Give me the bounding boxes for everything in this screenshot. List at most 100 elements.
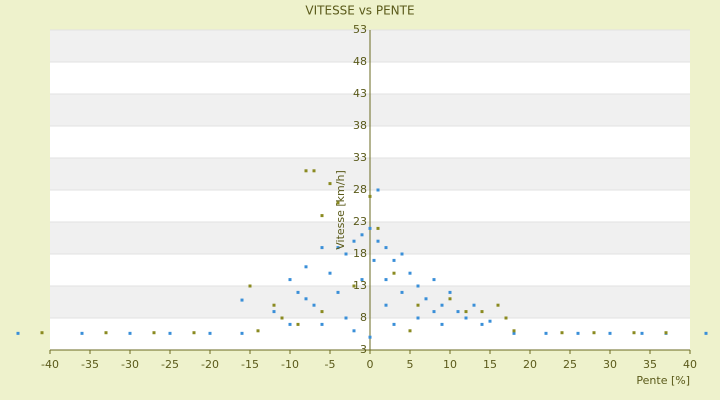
y-tick-label: 48	[353, 55, 367, 68]
scatter-point	[376, 188, 380, 192]
x-tick-label: 20	[523, 358, 537, 371]
scatter-point	[288, 278, 292, 282]
scatter-point	[344, 316, 348, 320]
scatter-point	[576, 331, 580, 335]
x-tick-label: 5	[407, 358, 414, 371]
scatter-point	[320, 246, 324, 250]
x-tick-label: -10	[281, 358, 299, 371]
y-tick-label: 8	[360, 311, 367, 324]
scatter-point	[384, 278, 388, 282]
chart-title: VITESSE vs PENTE	[305, 4, 414, 18]
scatter-point	[432, 278, 436, 282]
scatter-point	[344, 252, 348, 256]
scatter-point	[352, 329, 356, 333]
scatter-point	[632, 331, 636, 335]
scatter-point	[400, 252, 404, 256]
scatter-point	[496, 303, 500, 307]
scatter-point	[504, 316, 508, 320]
scatter-point	[152, 331, 156, 335]
y-tick-label: 3	[360, 343, 367, 356]
x-tick-label: -15	[241, 358, 259, 371]
x-tick-label: -40	[41, 358, 59, 371]
scatter-point	[168, 331, 172, 335]
scatter-point	[360, 278, 364, 282]
scatter-point	[280, 316, 284, 320]
scatter-point	[352, 239, 356, 243]
scatter-point	[368, 194, 372, 198]
scatter-point	[312, 169, 316, 173]
scatter-point	[560, 331, 564, 335]
scatter-point	[336, 290, 340, 294]
scatter-point	[448, 290, 452, 294]
x-axis-label: Pente [%]	[636, 374, 690, 387]
plot-layer	[16, 29, 708, 354]
scatter-point	[592, 331, 596, 335]
scatter-point	[296, 290, 300, 294]
y-tick-label: 33	[353, 151, 367, 164]
x-tick-label: 35	[643, 358, 657, 371]
scatter-point	[240, 331, 244, 335]
scatter-point	[272, 310, 276, 314]
x-tick-label: 15	[483, 358, 497, 371]
scatter-point	[512, 331, 516, 335]
x-tick-label: -20	[201, 358, 219, 371]
scatter-point	[480, 322, 484, 326]
scatter-point	[320, 310, 324, 314]
scatter-point	[376, 226, 380, 230]
scatter-point	[336, 246, 340, 250]
scatter-point	[440, 322, 444, 326]
scatter-point	[408, 271, 412, 275]
scatter-point	[320, 214, 324, 218]
x-tick-label: -30	[121, 358, 139, 371]
scatter-point	[416, 316, 420, 320]
scatter-point	[312, 303, 316, 307]
scatter-point	[464, 310, 468, 314]
x-tick-label: 10	[443, 358, 457, 371]
scatter-point	[480, 310, 484, 314]
scatter-point	[288, 322, 292, 326]
scatter-point	[240, 298, 244, 302]
scatter-point	[664, 331, 668, 335]
scatter-point	[360, 233, 364, 237]
scatter-point	[272, 303, 276, 307]
scatter-point	[432, 310, 436, 314]
scatter-point	[304, 297, 308, 301]
scatter-point	[248, 284, 252, 288]
scatter-point	[372, 258, 376, 262]
y-tick-label: 28	[353, 183, 367, 196]
scatter-point	[40, 331, 44, 335]
scatter-point	[304, 265, 308, 269]
scatter-point	[512, 329, 516, 333]
scatter-point	[392, 322, 396, 326]
y-tick-label: 38	[353, 119, 367, 132]
x-tick-label: 40	[683, 358, 697, 371]
scatter-point	[544, 331, 548, 335]
scatter-point	[256, 329, 260, 333]
scatter-point	[704, 331, 708, 335]
scatter-point	[208, 331, 212, 335]
scatter-point	[80, 331, 84, 335]
scatter-point	[456, 310, 460, 314]
scatter-point	[304, 169, 308, 173]
scatter-point	[352, 284, 356, 288]
scatter-point	[392, 258, 396, 262]
scatter-point	[368, 335, 372, 339]
x-tick-label: 0	[367, 358, 374, 371]
y-tick-label: 53	[353, 23, 367, 36]
y-tick-label: 23	[353, 215, 367, 228]
scatter-point	[640, 331, 644, 335]
scatter-point	[104, 331, 108, 335]
scatter-point	[608, 331, 612, 335]
y-axis-label: Vitesse [km/h]	[334, 170, 347, 250]
scatter-point	[384, 303, 388, 307]
scatter-point	[320, 322, 324, 326]
scatter-point	[16, 331, 20, 335]
scatter-point	[328, 271, 332, 275]
x-tick-label: -5	[325, 358, 336, 371]
scatter-point	[448, 297, 452, 301]
scatter-point	[400, 290, 404, 294]
y-tick-label: 18	[353, 247, 367, 260]
scatter-point	[416, 284, 420, 288]
scatter-point	[368, 226, 372, 230]
x-tick-label: 25	[563, 358, 577, 371]
